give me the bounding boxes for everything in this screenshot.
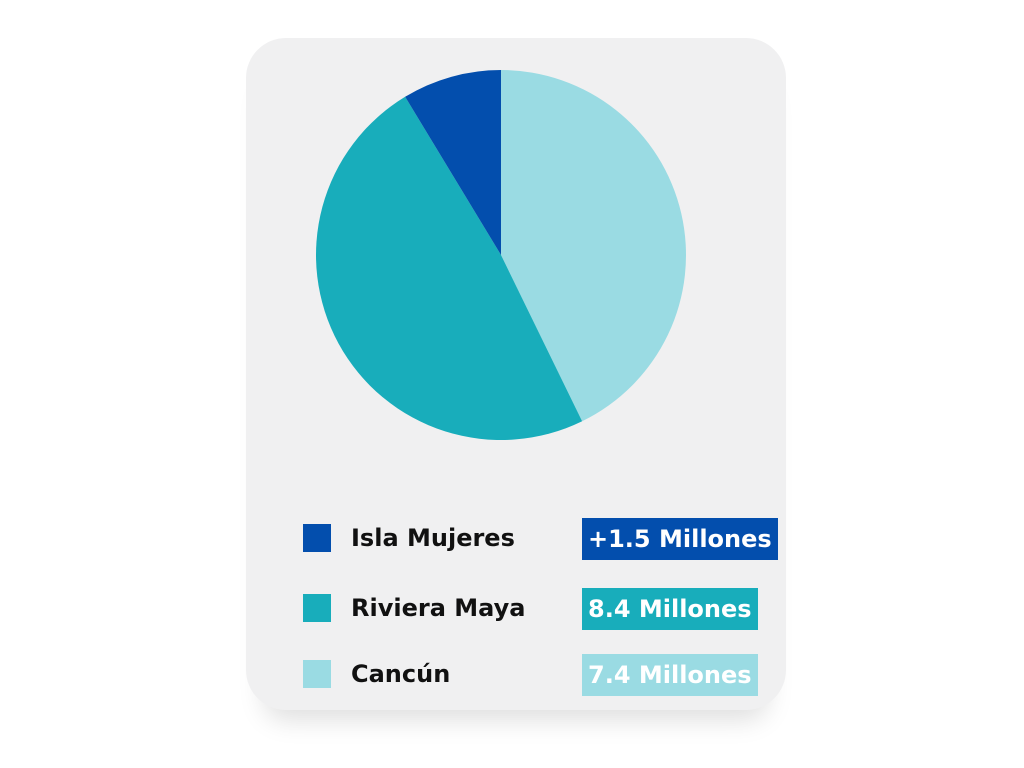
legend-item-cancun: Cancún 7.4 Millones [303,654,763,696]
legend-swatch-cancun [303,660,331,688]
pie-slice-riviera-maya [315,96,583,441]
value-badge-riviera-maya: 8.4 Millones [582,588,758,630]
pie-slice-cancun [501,70,687,422]
legend-item-riviera-maya: Riviera Maya 8.4 Millones [303,588,763,630]
legend-label-isla-mujeres: Isla Mujeres [351,524,515,552]
value-badge-isla-mujeres: +1.5 Millones [582,518,778,560]
legend-label-cancun: Cancún [351,660,451,688]
chart-card: Isla Mujeres +1.5 Millones Riviera Maya … [246,38,786,710]
value-badge-cancun: 7.4 Millones [582,654,758,696]
pie-chart [315,70,687,441]
legend-swatch-isla-mujeres [303,524,331,552]
pie-slice-isla-mujeres [405,70,501,255]
legend-item-isla-mujeres: Isla Mujeres +1.5 Millones [303,518,778,560]
legend-label-riviera-maya: Riviera Maya [351,594,526,622]
legend-swatch-riviera-maya [303,594,331,622]
